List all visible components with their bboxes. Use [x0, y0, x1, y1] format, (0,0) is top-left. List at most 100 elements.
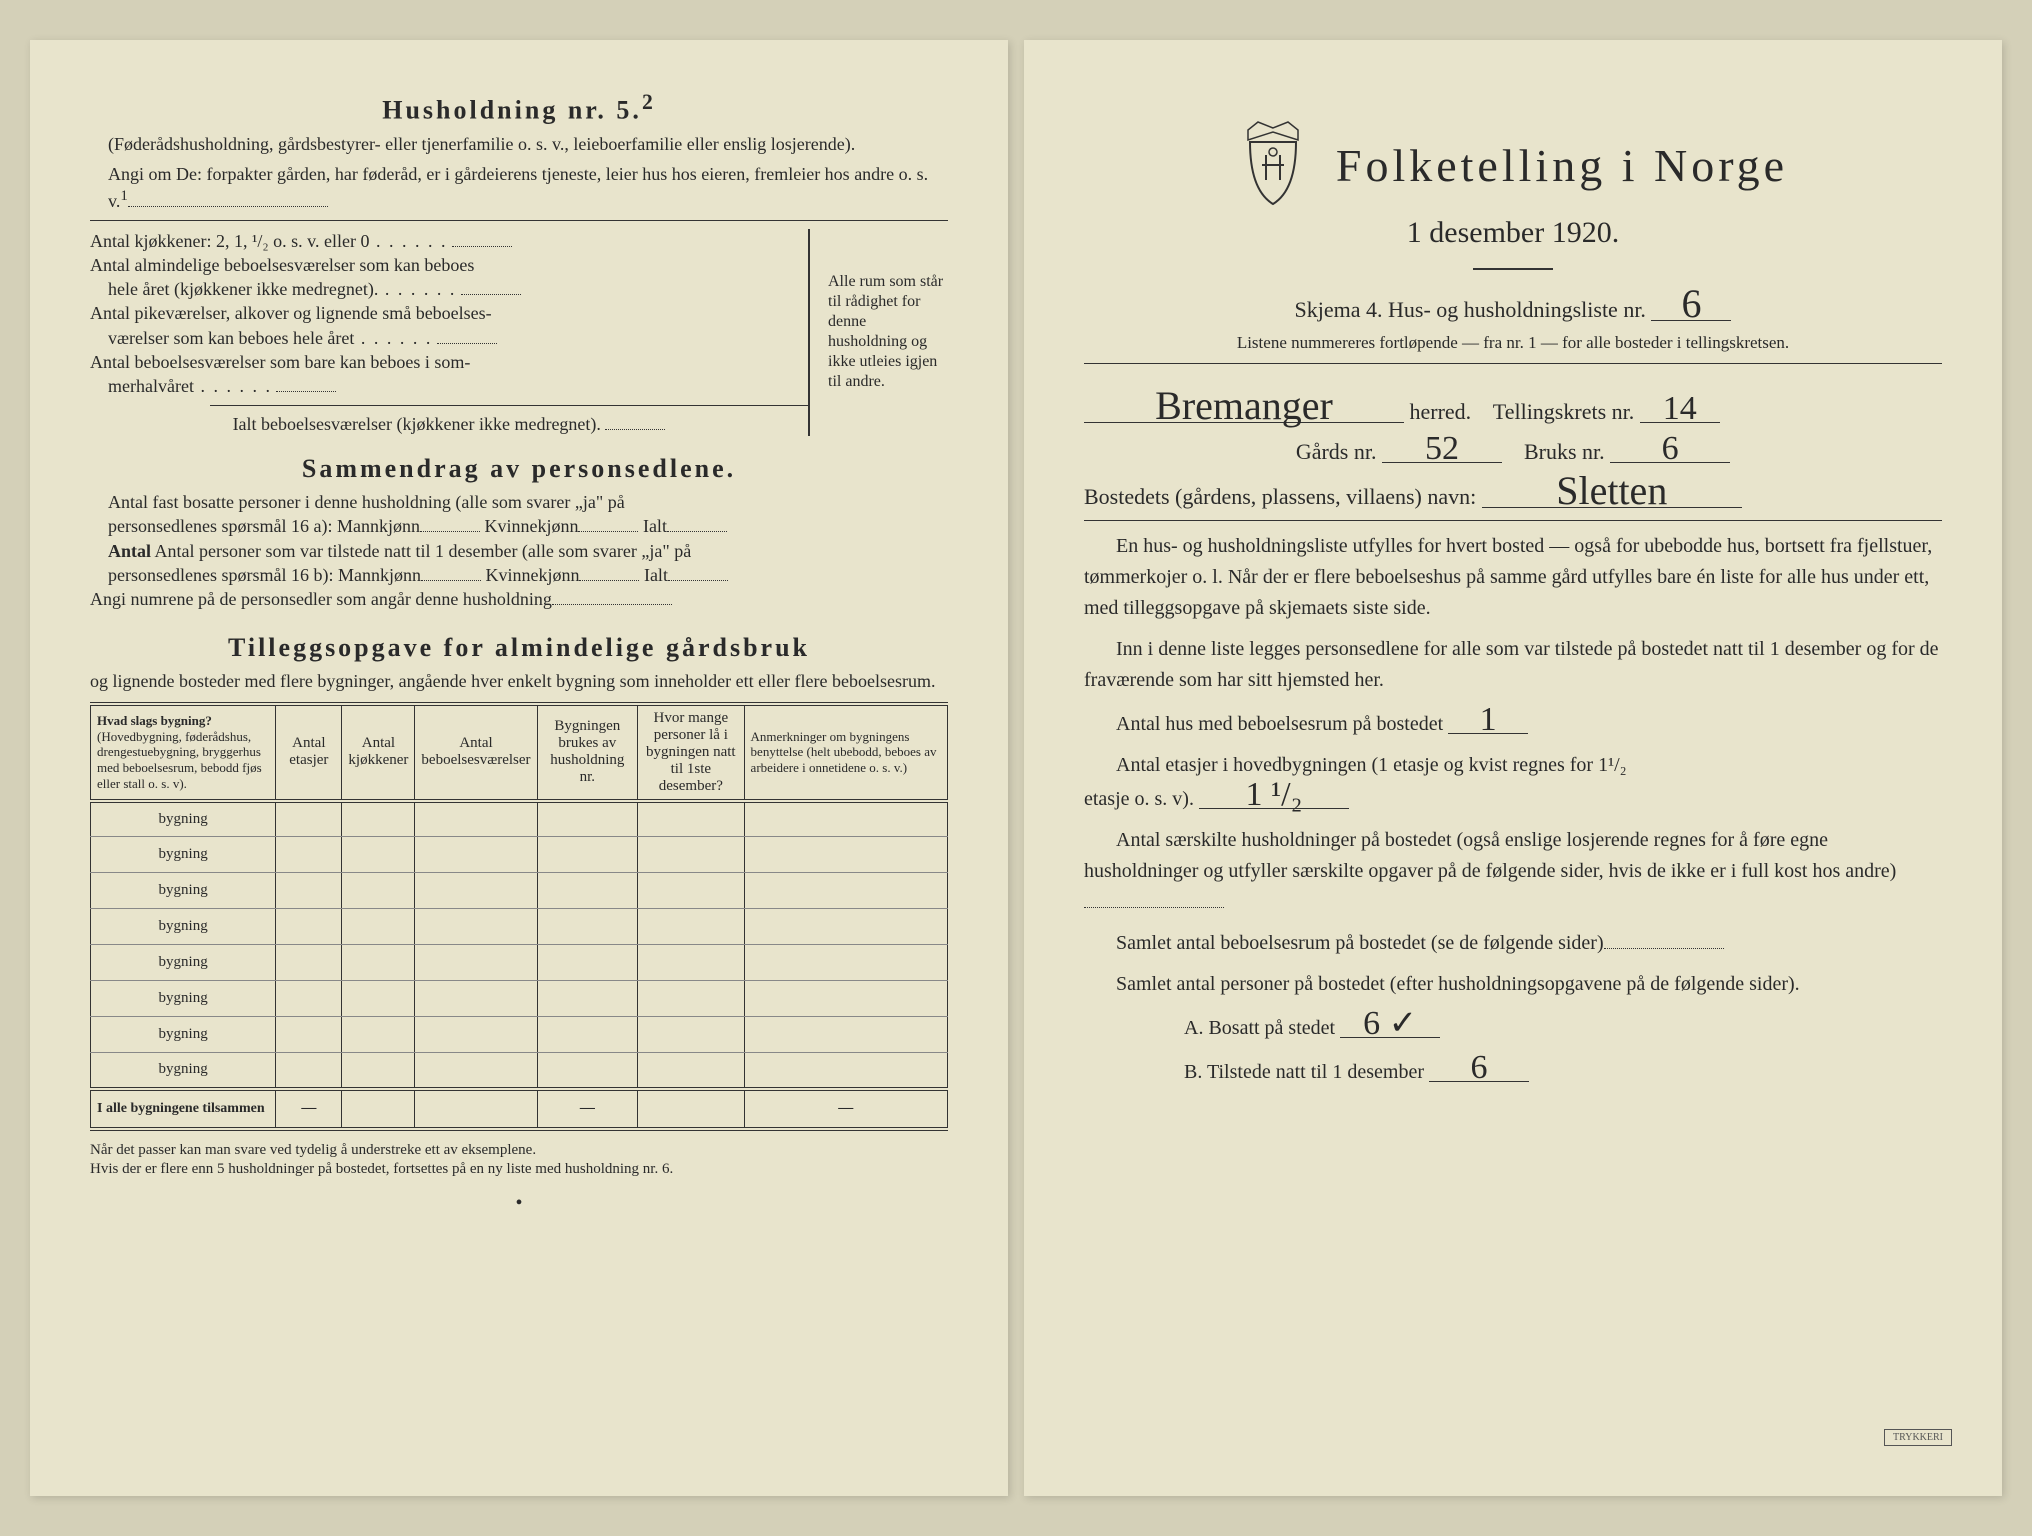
samlet-pers-line: Samlet antal personer på bostedet (efter…	[1084, 969, 1942, 1000]
divider	[210, 405, 808, 406]
dots	[194, 376, 272, 396]
husholdning-note: (Føderådshusholdning, gårdsbestyrer- ell…	[108, 132, 948, 156]
table-row: bygning	[91, 837, 948, 873]
alm2: hele året (kjøkkener ikke medregnet).	[108, 279, 378, 299]
para1-text: En hus- og husholdningsliste utfylles fo…	[1084, 535, 1932, 619]
tillegg-title: Tilleggsopgave for almindelige gårdsbruk	[90, 633, 948, 663]
crest-icon	[1238, 120, 1308, 210]
blank	[452, 229, 512, 247]
som2: merhalvåret	[108, 376, 194, 396]
antal-hus-label: Antal hus med beboelsesrum på bostedet	[1116, 713, 1443, 735]
angi-om-line: Angi om De: forpakter gården, har føderå…	[108, 162, 948, 214]
sam-kvin2: Kvinnekjønn	[485, 565, 579, 585]
samlet-pers-text: Samlet antal personer på bostedet (efter…	[1116, 973, 1800, 995]
bosted-value: Sletten	[1482, 475, 1742, 508]
etasjer-val: 1 ¹/₂	[1199, 781, 1349, 809]
blank	[605, 412, 665, 430]
para2: Inn i denne liste legges personsedlene f…	[1084, 634, 1942, 696]
table-totals-row: I alle bygningene tilsammen — — —	[91, 1089, 948, 1129]
table-row: bygning	[91, 909, 948, 945]
divider	[90, 220, 948, 221]
sam1b: personsedlenes spørsmål 16 a): Mannkjønn	[108, 516, 420, 536]
table-row: bygning	[91, 1017, 948, 1053]
blank	[1084, 888, 1224, 908]
a-line: A. Bosatt på stedet 6 ✓	[1184, 1010, 1942, 1044]
room-counts-block: Antal kjøkkener: 2, 1, ¹/₂ o. s. v. elle…	[90, 229, 948, 436]
krets-label: Tellingskrets nr.	[1493, 399, 1634, 424]
sam-ialt2: Ialt	[644, 565, 668, 585]
krets-nr: 14	[1640, 395, 1720, 423]
fn2: Hvis der er flere enn 5 husholdninger på…	[90, 1161, 673, 1177]
table-header-row: Hvad slags bygning? (Hovedbygning, føder…	[91, 704, 948, 801]
row-label: bygning	[91, 981, 276, 1017]
b-label: B. Tilstede natt til 1 desember	[1184, 1061, 1424, 1083]
row-label: bygning	[91, 837, 276, 873]
crest-svg	[1238, 120, 1308, 210]
a-label: A. Bosatt på stedet	[1184, 1017, 1335, 1039]
bygning-table: Hvad slags bygning? (Hovedbygning, føder…	[90, 702, 948, 1131]
b-line: B. Tilstede natt til 1 desember 6	[1184, 1054, 1942, 1088]
sam-line3: Angi numrene på de personsedler som angå…	[90, 587, 948, 611]
bosted-line: Bostedets (gårdens, plassens, villaens) …	[1084, 475, 1942, 510]
blank	[668, 563, 728, 581]
skjema-label: Skjema 4. Hus- og husholdningsliste nr.	[1295, 297, 1646, 322]
husholdning-title-text: Husholdning nr. 5.	[382, 96, 642, 125]
col5-header: Bygningen brukes av husholdning nr.	[537, 704, 638, 801]
samlet-rum-text: Samlet antal beboelsesrum på bostedet (s…	[1116, 932, 1604, 954]
sammendrag-title: Sammendrag av personsedlene.	[90, 454, 948, 484]
bruks-label: Bruks nr.	[1524, 439, 1605, 464]
table-row: bygning	[91, 801, 948, 837]
para2-text: Inn i denne liste legges personsedlene f…	[1084, 638, 1939, 691]
ialt-line: Ialt beboelsesværelser (kjøkkener ikke m…	[90, 412, 808, 436]
sam-line2: Antal Antal personer som var tilstede na…	[108, 539, 948, 588]
col2-header: Antal etasjer	[276, 704, 342, 801]
angi-blank	[128, 189, 328, 207]
herred-line: Bremanger herred. Tellingskrets nr. 14	[1084, 390, 1942, 425]
col4-header: Antal beboelsesværelser	[415, 704, 537, 801]
col3-header: Antal kjøkkener	[342, 704, 415, 801]
col7-header: Anmerkninger om bygningens benyttelse (h…	[744, 704, 947, 801]
sam2b: personsedlenes spørsmål 16 b): Mannkjønn	[108, 565, 421, 585]
blank	[1604, 929, 1724, 949]
skjema-line: Skjema 4. Hus- og husholdningsliste nr. …	[1084, 288, 1942, 323]
footnote: Når det passer kan man svare ved tydelig…	[90, 1141, 948, 1180]
row-label: bygning	[91, 909, 276, 945]
brace-note: Alle rum som står til rådighet for denne…	[808, 229, 948, 436]
alm-line: Antal almindelige beboelsesværelser som …	[90, 253, 808, 302]
main-title: Folketelling i Norge	[1336, 139, 1788, 192]
table-row: bygning	[91, 945, 948, 981]
divider	[1084, 363, 1942, 364]
alm1: Antal almindelige beboelsesværelser som …	[90, 255, 474, 275]
angi-sup: 1	[120, 188, 128, 204]
dash: —	[744, 1089, 947, 1129]
blank	[552, 587, 672, 605]
herred-label: herred.	[1410, 399, 1472, 424]
col1-desc: (Hovedbygning, føderådshus, drengestueby…	[97, 729, 262, 791]
pike-line: Antal pikeværelser, alkover og lignende …	[90, 301, 808, 350]
husholdning-sup: 2	[642, 90, 656, 114]
saerskilte-line: Antal særskilte husholdninger på bostede…	[1084, 825, 1942, 918]
divider	[1084, 520, 1942, 521]
blank	[461, 277, 521, 295]
husholdning-title: Husholdning nr. 5.2	[90, 90, 948, 126]
row-label: bygning	[91, 945, 276, 981]
pike2: værelser som kan beboes hele året	[108, 328, 354, 348]
sam1a: Antal fast bosatte personer i denne hush…	[108, 492, 625, 512]
blank	[578, 514, 638, 532]
sommer-line: Antal beboelsesværelser som bare kan beb…	[90, 350, 808, 399]
table-row: bygning	[91, 981, 948, 1017]
blank	[667, 514, 727, 532]
title-row: Folketelling i Norge	[1084, 120, 1942, 210]
row-label: bygning	[91, 1053, 276, 1089]
blank	[437, 326, 497, 344]
pike1: Antal pikeværelser, alkover og lignende …	[90, 303, 492, 323]
printer-stamp: TRYKKERI	[1884, 1429, 1952, 1446]
gards-nr: 52	[1382, 435, 1502, 463]
som1: Antal beboelsesværelser som bare kan beb…	[90, 352, 470, 372]
row-label: bygning	[91, 873, 276, 909]
room-counts-left: Antal kjøkkener: 2, 1, ¹/₂ o. s. v. elle…	[90, 229, 808, 436]
fn1: Når det passer kan man svare ved tydelig…	[90, 1142, 536, 1158]
sam-kvin: Kvinnekjønn	[484, 516, 578, 536]
page-dot: •	[90, 1192, 948, 1215]
right-page: Folketelling i Norge 1 desember 1920. Sk…	[1024, 40, 2002, 1496]
